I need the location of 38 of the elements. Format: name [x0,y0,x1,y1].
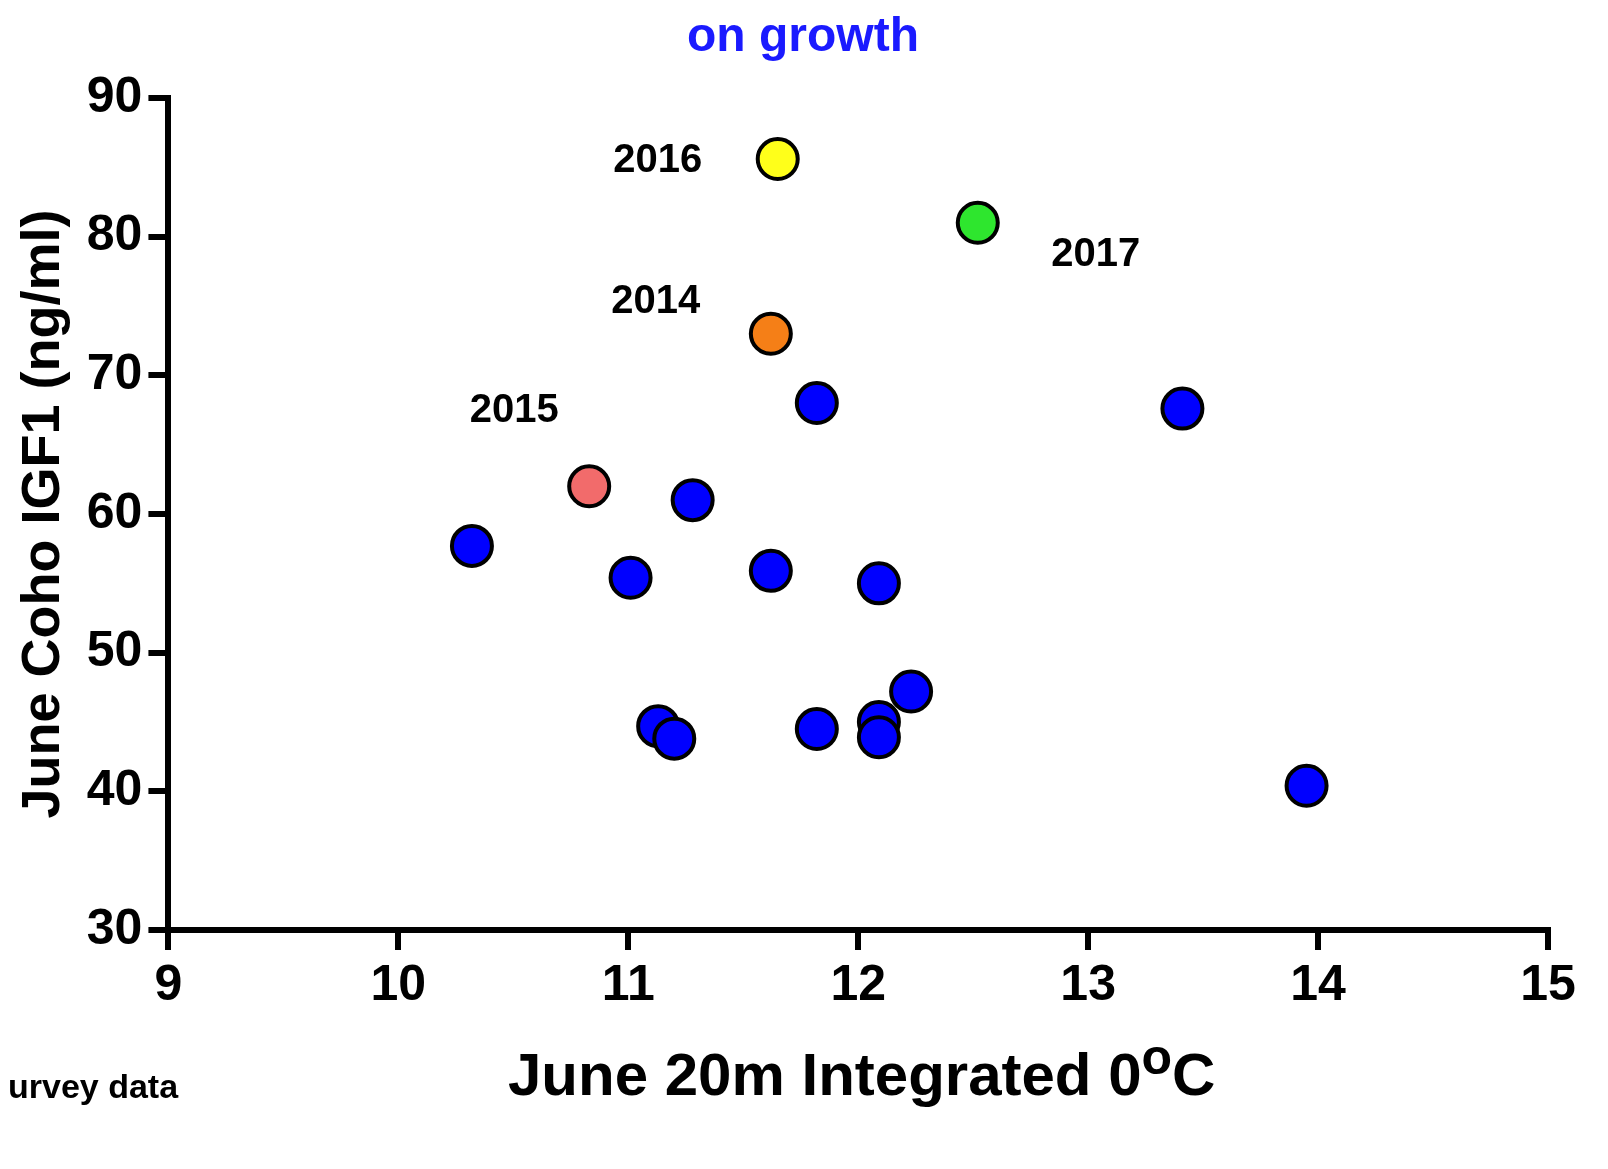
point [889,669,934,714]
point [449,523,494,568]
y-tick-label: 90 [86,66,143,123]
annotation: 2016 [613,136,703,181]
annotation: 2015 [469,386,559,431]
point [1160,386,1205,431]
point [748,311,793,356]
point [856,715,901,760]
point [567,464,612,509]
point [955,200,1000,245]
point [794,381,839,426]
annotation: 2017 [1051,229,1141,274]
chart-title: on growth [686,8,920,62]
x-tick-label: 15 [1520,954,1576,1011]
point [856,561,901,606]
x-tick-label: 11 [601,954,655,1011]
x-tick-label: 14 [1290,954,1347,1011]
x-tick-label: 9 [154,954,183,1011]
point [755,137,800,182]
y-axis-title: June Coho IGF1 (ng/ml) [10,209,71,819]
x-tick-label: 13 [1060,954,1116,1011]
y-tick-label: 70 [86,344,143,401]
point [652,716,697,761]
annotation: 2014 [611,276,702,321]
y-tick-label: 30 [86,898,143,955]
y-tick-label: 60 [86,482,143,539]
x-axis-title: June 20m Integrated 0$^{o}$C [508,1028,1216,1109]
point [1284,763,1329,808]
y-tick-label: 80 [86,205,143,262]
y-tick-label: 50 [86,621,143,678]
text: urvey data [8,1067,179,1106]
point [670,478,715,523]
y-tick-label: 40 [86,760,143,817]
point [794,706,839,751]
point [748,548,793,593]
x-tick-label: 12 [830,954,887,1011]
x-tick-label: 10 [370,954,427,1011]
point [608,555,653,600]
